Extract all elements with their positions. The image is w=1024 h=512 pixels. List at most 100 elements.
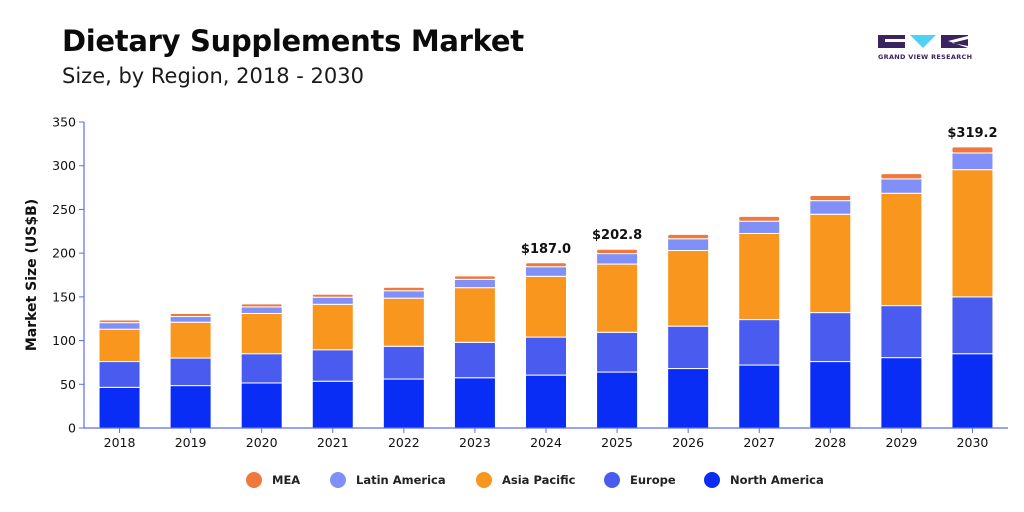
- bar-segment-north-america-2027: [738, 364, 781, 429]
- bar-segment-europe-2022: [382, 345, 425, 380]
- bar-segment-europe-2030: [951, 296, 994, 355]
- legend-swatch: [704, 472, 720, 488]
- legend-label: Asia Pacific: [502, 473, 576, 487]
- x-tick-label: 2023: [459, 435, 491, 450]
- x-tick-label: 2027: [743, 435, 775, 450]
- legend-swatch: [604, 472, 620, 488]
- bar-segment-latin-america-2025: [596, 253, 639, 265]
- bar-segment-asia-pacific-2026: [667, 250, 710, 327]
- logo-mark-icon: [878, 35, 968, 48]
- bar-segment-europe-2026: [667, 325, 710, 370]
- chart-subtitle: Size, by Region, 2018 - 2030: [62, 64, 364, 88]
- x-tick-label: 2021: [317, 435, 349, 450]
- total-label-2024: $187.0: [521, 242, 571, 257]
- x-tick-label: 2025: [601, 435, 633, 450]
- x-tick-label: 2019: [175, 435, 207, 450]
- legend-item-europe: Europe: [604, 472, 676, 488]
- x-tick-label: 2018: [104, 435, 136, 450]
- bar-segment-mea-2025: [596, 248, 639, 255]
- legend-item-north-america: North America: [704, 472, 824, 488]
- chart-legend: MEA Latin America Asia Pacific Europe North …: [0, 472, 1024, 492]
- legend-label: Latin America: [356, 473, 446, 487]
- bar-segment-mea-2029: [880, 173, 923, 180]
- x-tick-label: 2030: [957, 435, 989, 450]
- bar-segment-north-america-2020: [240, 382, 283, 429]
- bar-segment-mea-2027: [738, 215, 781, 222]
- bar-segment-latin-america-2027: [738, 220, 781, 234]
- x-tick-label: 2020: [246, 435, 278, 450]
- legend-item-latin-america: Latin America: [330, 472, 446, 488]
- bar-segment-latin-america-2030: [951, 152, 994, 171]
- x-tick-label: 2022: [388, 435, 420, 450]
- y-tick-label: 250: [52, 202, 76, 217]
- y-tick-label: 50: [60, 377, 76, 392]
- total-label-2030: $319.2: [947, 126, 997, 141]
- y-tick-label: 200: [52, 246, 76, 261]
- bar-segment-mea-2020: [240, 303, 283, 308]
- bar-segment-europe-2025: [596, 331, 639, 373]
- bar-segment-europe-2024: [525, 336, 567, 376]
- stacked-bar-chart: Market Size (US$B) 0 50 100 150 200 250 300 350 2…: [24, 115, 1008, 450]
- bar-segment-north-america-2023: [453, 377, 496, 429]
- bar-segment-europe-2023: [453, 341, 496, 379]
- bar-segment-north-america-2029: [880, 357, 923, 429]
- bar-segment-asia-pacific-2023: [453, 287, 496, 343]
- bar-segment-north-america-2021: [311, 380, 354, 429]
- brand-name: GRAND VIEW RESEARCH: [878, 53, 973, 61]
- bar-segment-asia-pacific-2027: [738, 232, 781, 321]
- bar-segment-europe-2018: [98, 361, 141, 388]
- bar-segment-europe-2019: [169, 357, 212, 387]
- bar-segment-north-america-2025: [596, 371, 639, 429]
- y-tick-label: 0: [68, 421, 76, 436]
- bar-segment-latin-america-2026: [667, 238, 710, 252]
- bar-segment-latin-america-2028: [809, 200, 852, 215]
- bar-segment-latin-america-2018: [98, 322, 141, 330]
- chart-title: Dietary Supplements Market: [62, 24, 524, 58]
- x-tick-label: 2028: [814, 435, 846, 450]
- bar-segment-asia-pacific-2022: [382, 297, 425, 347]
- bar-segment-mea-2028: [809, 194, 852, 202]
- bar-segment-latin-america-2020: [240, 306, 283, 314]
- legend-label: MEA: [272, 473, 301, 487]
- bar-segment-latin-america-2019: [169, 316, 212, 323]
- bar-segment-north-america-2019: [169, 385, 212, 429]
- y-tick-label: 100: [52, 333, 76, 348]
- bar-segment-north-america-2030: [951, 353, 994, 429]
- bar-segment-mea-2019: [169, 312, 212, 318]
- bar-segment-asia-pacific-2018: [98, 328, 141, 363]
- bar-segment-mea-2023: [453, 275, 496, 280]
- bar-segment-north-america-2026: [667, 368, 710, 429]
- bar-segment-mea-2018: [98, 319, 141, 324]
- bar-segment-asia-pacific-2028: [809, 213, 852, 314]
- bar-segment-europe-2027: [738, 319, 781, 366]
- bar-segment-mea-2024: [525, 262, 567, 268]
- bar-segment-asia-pacific-2030: [951, 169, 994, 298]
- bar-segment-europe-2021: [311, 349, 354, 382]
- bar-segment-mea-2026: [667, 233, 710, 240]
- x-tick-label: 2026: [672, 435, 704, 450]
- bar-segment-latin-america-2023: [453, 278, 496, 289]
- legend-label: North America: [730, 473, 824, 487]
- bar-segment-asia-pacific-2024: [525, 275, 567, 338]
- legend-item-mea: MEA: [246, 472, 300, 488]
- y-tick-label: 350: [52, 115, 76, 130]
- bar-segment-north-america-2018: [98, 386, 141, 429]
- y-axis-title: Market Size (US$B): [24, 199, 40, 351]
- bar-segment-latin-america-2024: [525, 266, 567, 277]
- grand-view-research-logo: GRAND VIEW RESEARCH: [878, 33, 973, 63]
- bar-segment-north-america-2028: [809, 361, 852, 429]
- bar-segment-europe-2029: [880, 305, 923, 359]
- legend-swatch: [246, 472, 262, 488]
- legend-item-asia-pacific: Asia Pacific: [476, 472, 575, 488]
- x-tick-label: 2024: [530, 435, 562, 450]
- bar-segment-latin-america-2022: [382, 290, 425, 299]
- y-tick-label: 300: [52, 158, 76, 173]
- bar-segment-asia-pacific-2021: [311, 303, 354, 351]
- bar-segment-europe-2020: [240, 353, 283, 384]
- bar-segment-latin-america-2021: [311, 296, 354, 305]
- x-tick-label: 2029: [885, 435, 917, 450]
- bar-segment-mea-2021: [311, 293, 354, 298]
- bar-segment-asia-pacific-2020: [240, 312, 283, 355]
- bar-segment-europe-2028: [809, 312, 852, 363]
- bar-segment-mea-2022: [382, 286, 425, 292]
